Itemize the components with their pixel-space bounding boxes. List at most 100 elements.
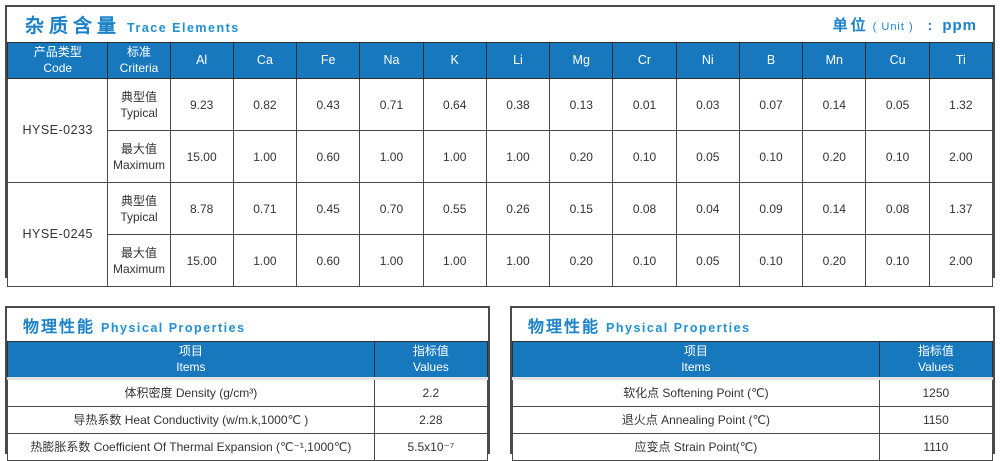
item-cell: 软化点 Softening Point (℃) <box>512 378 880 408</box>
table-row: 最大值 Maximum 15.00 1.00 0.60 1.00 1.00 1.… <box>8 234 994 288</box>
criteria-cn: 最大值 <box>120 141 157 156</box>
value-cell: 2.2 <box>373 378 489 408</box>
value-cell: 0.10 <box>865 234 930 288</box>
unit-label: 单位 ( Unit ) : ppm <box>833 14 977 35</box>
trace-title-cn: 杂质含量 <box>25 16 122 37</box>
value-cell: 1.00 <box>422 130 487 184</box>
col-header-values-en: Values <box>412 359 449 374</box>
value-cell: 1.00 <box>485 234 551 288</box>
table-row: 最大值 Maximum 15.00 1.00 0.60 1.00 1.00 1.… <box>8 130 994 184</box>
col-header-items-cn: 项目 <box>178 344 203 358</box>
col-header-items-en: Items <box>681 359 711 374</box>
col-header-criteria: 标准 Criteria <box>107 41 171 80</box>
trace-title-en: Trace Elements <box>127 21 240 35</box>
physical-left-title-en: Physical Properties <box>101 320 246 335</box>
physical-right-title-row: 物理性能 Physical Properties <box>512 308 993 341</box>
value-cell: 0.55 <box>422 182 487 236</box>
product-code-cell: HYSE-0245 <box>6 182 109 288</box>
col-header-criteria-en: Criteria <box>119 60 159 75</box>
trace-elements-table: 产品类型 Code 标准 Criteria Al Ca Fe Na K Li M… <box>6 41 994 288</box>
col-header-element-mn: Mn <box>802 41 867 80</box>
value-cell: 0.10 <box>612 130 677 184</box>
physical-right-title: 物理性能 Physical Properties <box>528 313 751 337</box>
physical-right-title-cn: 物理性能 <box>528 318 601 336</box>
trace-header-row: 产品类型 Code 标准 Criteria Al Ca Fe Na K Li M… <box>6 41 994 80</box>
col-header-criteria-cn: 标准 <box>126 45 151 59</box>
value-cell: 0.10 <box>738 130 804 184</box>
value-cell: 15.00 <box>169 130 234 184</box>
value-cell: 0.01 <box>612 78 677 132</box>
value-cell: 0.14 <box>802 182 867 236</box>
value-cell: 0.60 <box>296 234 361 288</box>
col-header-element-cu: Cu <box>865 41 930 80</box>
table-row: 热膨胀系数 Coefficient Of Thermal Expansion (… <box>7 433 489 461</box>
value-cell: 0.10 <box>865 130 930 184</box>
value-cell: 0.43 <box>296 78 361 132</box>
col-header-element-na: Na <box>359 41 424 80</box>
value-cell: 0.26 <box>485 182 551 236</box>
unit-value: ppm <box>942 17 977 34</box>
value-cell: 0.04 <box>675 182 740 236</box>
col-header-items-cn: 项目 <box>683 344 708 358</box>
col-header-values-en: Values <box>917 359 954 374</box>
col-header-values: 指标值 Values <box>373 340 489 381</box>
value-cell: 0.71 <box>359 78 424 132</box>
value-cell: 1.00 <box>232 130 298 184</box>
value-cell: 0.08 <box>865 182 930 236</box>
value-cell: 1.00 <box>359 234 424 288</box>
value-cell: 0.13 <box>549 78 614 132</box>
value-cell: 1.32 <box>928 78 994 132</box>
value-cell: 0.45 <box>296 182 361 236</box>
value-cell: 0.05 <box>865 78 930 132</box>
criteria-en: Typical <box>120 105 158 120</box>
col-header-code: 产品类型 Code <box>6 41 109 80</box>
item-cell: 热膨胀系数 Coefficient Of Thermal Expansion (… <box>7 433 375 461</box>
unit-label-cn: 单位 <box>832 17 869 34</box>
value-cell: 0.05 <box>675 130 740 184</box>
value-cell: 0.38 <box>485 78 551 132</box>
value-cell: 1250 <box>878 378 994 408</box>
physical-left-title-row: 物理性能 Physical Properties <box>7 308 488 341</box>
value-cell: 0.20 <box>802 234 867 288</box>
value-cell: 1110 <box>878 433 994 461</box>
value-cell: 0.07 <box>738 78 804 132</box>
physical-properties-panel-left: 物理性能 Physical Properties 项目 Items 指标值 Va… <box>5 306 490 461</box>
physical-properties-table-left: 项目 Items 指标值 Values 体积密度 Density (g/cm³)… <box>7 340 489 461</box>
value-cell: 1150 <box>878 406 994 435</box>
physical-properties-panel-right: 物理性能 Physical Properties 项目 Items 指标值 Va… <box>510 306 995 461</box>
physical-left-title-cn: 物理性能 <box>23 318 96 336</box>
value-cell: 0.10 <box>612 234 677 288</box>
criteria-en: Typical <box>120 209 158 224</box>
table-row: 软化点 Softening Point (℃) 1250 <box>512 378 994 408</box>
col-header-element-fe: Fe <box>296 41 361 80</box>
criteria-cell: 最大值 Maximum <box>107 234 171 288</box>
col-header-element-cr: Cr <box>612 41 677 80</box>
criteria-cell: 典型值 Typical <box>107 182 171 236</box>
col-header-element-b: B <box>738 41 804 80</box>
value-cell: 2.28 <box>373 406 489 435</box>
value-cell: 0.14 <box>802 78 867 132</box>
value-cell: 15.00 <box>169 234 234 288</box>
physical-right-header-row: 项目 Items 指标值 Values <box>512 340 994 381</box>
item-cell: 退火点 Annealing Point (℃) <box>512 406 880 435</box>
value-cell: 1.00 <box>359 130 424 184</box>
col-header-element-ca: Ca <box>232 41 298 80</box>
unit-label-en: ( Unit ) <box>872 21 914 33</box>
table-row: 导热系数 Heat Conductivity (w/m.k,1000℃ ) 2.… <box>7 406 489 435</box>
col-header-items: 项目 Items <box>512 340 880 381</box>
col-header-element-ni: Ni <box>675 41 740 80</box>
value-cell: 0.20 <box>549 130 614 184</box>
col-header-element-ti: Ti <box>928 41 994 80</box>
criteria-cell: 最大值 Maximum <box>107 130 171 184</box>
criteria-en: Maximum <box>112 261 165 276</box>
value-cell: 1.00 <box>232 234 298 288</box>
unit-colon: : <box>927 17 933 33</box>
col-header-code-en: Code <box>43 60 73 75</box>
physical-left-title: 物理性能 Physical Properties <box>23 313 246 337</box>
col-header-element-k: K <box>422 41 487 80</box>
value-cell: 0.10 <box>738 234 804 288</box>
value-cell: 0.20 <box>549 234 614 288</box>
value-cell: 0.15 <box>549 182 614 236</box>
trace-elements-panel: 杂质含量 Trace Elements 单位 ( Unit ) : ppm 产品… <box>5 5 995 288</box>
criteria-cn: 典型值 <box>120 89 157 104</box>
